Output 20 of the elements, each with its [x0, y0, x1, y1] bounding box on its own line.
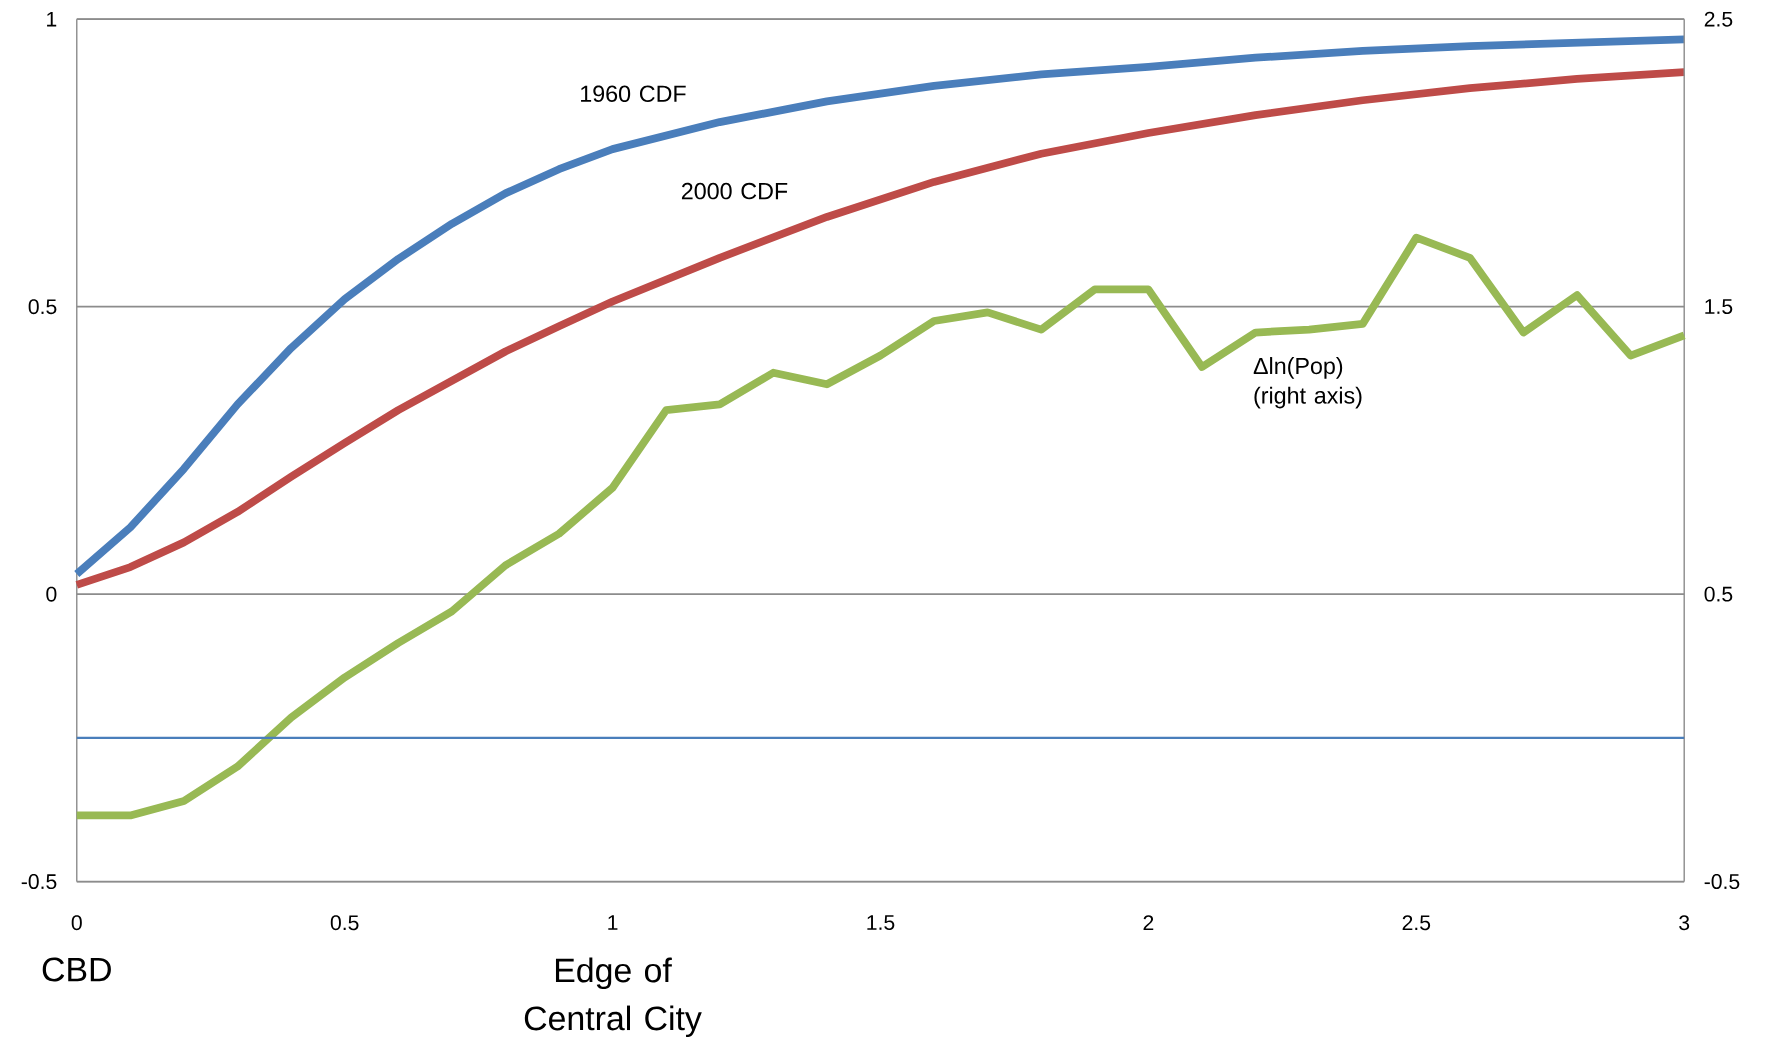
series-label: 2000 CDF — [681, 182, 788, 200]
y-tick-label: -0.5 — [21, 873, 57, 889]
y-tick-label: 1 — [47, 11, 57, 27]
y-tick-label: 0.5 — [28, 299, 57, 315]
x-tick-label: 2.5 — [1402, 915, 1431, 931]
x-tick-label: 0 — [71, 915, 82, 931]
series-label: Δln(Pop) (right axis) — [1253, 356, 1362, 409]
x-tick-label: 1.5 — [867, 915, 895, 930]
y2-tick-label: 0.5 — [1704, 586, 1733, 602]
text: Edge of Central City — [524, 957, 702, 1037]
y2-tick-label: -0.5 — [1704, 873, 1740, 889]
x-tick-label: 3 — [1679, 915, 1690, 931]
text: CBD — [42, 957, 111, 982]
series-label: 1960 CDF — [581, 85, 686, 102]
y2-tick-label: 2.5 — [1704, 11, 1733, 27]
y2-tick-label: 1.5 — [1705, 299, 1733, 314]
x-tick-label: 2 — [1143, 915, 1154, 930]
x-tick-label: 1 — [608, 915, 618, 930]
y-tick-label: 0 — [46, 586, 57, 602]
x-tick-label: 0.5 — [330, 915, 359, 931]
